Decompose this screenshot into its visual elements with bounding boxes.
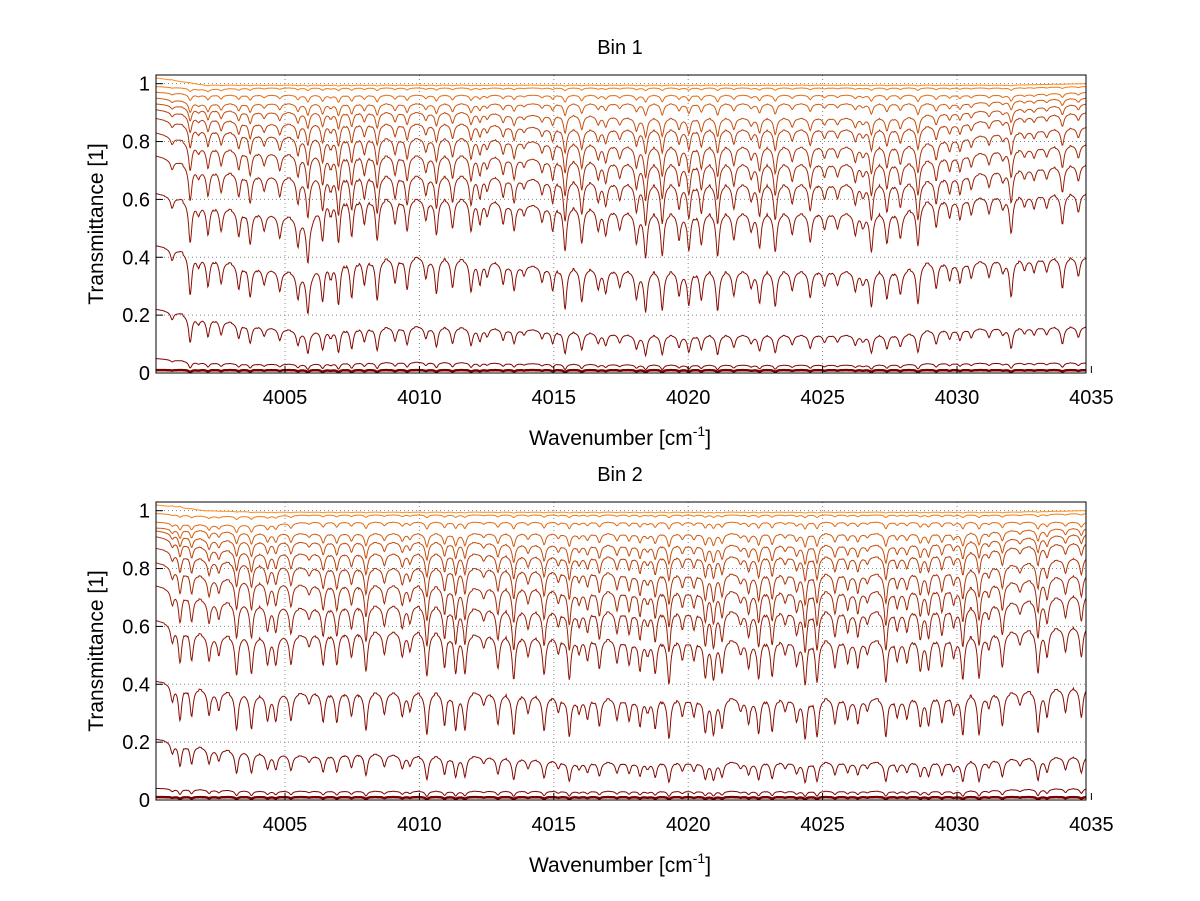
series-line <box>156 91 1087 103</box>
x-axis-label-bin-1: Wavenumber [cm-1] <box>529 423 711 450</box>
series-line <box>155 620 1087 686</box>
y-tick-label: 0.2 <box>122 305 150 327</box>
x-tick-label: 4005 <box>263 387 308 409</box>
x-tick-label: 4035 <box>1069 814 1114 836</box>
series-line <box>155 680 1087 740</box>
x-axis-label-sup-bin-1: -1 <box>693 423 706 439</box>
series-line <box>155 562 1087 628</box>
grid-bin-2 <box>156 502 1086 800</box>
panel-bin-2: Bin 2 4005 4010 4015 4020 4025 4030 4035 00.20… <box>85 464 1114 877</box>
series-line <box>156 513 1087 521</box>
x-ticks-bin-2: 4005 4010 4015 4020 4025 4030 4035 <box>263 793 1114 836</box>
y-tick-label: 0 <box>139 790 150 812</box>
chart-title-bin-2: Bin 2 <box>597 464 643 486</box>
x-tick-label: 4015 <box>532 387 577 409</box>
y-axis-label-bin-2: Transmittance [1] <box>85 570 108 731</box>
x-tick-label: 4010 <box>397 814 442 836</box>
y-tick-label: 0.8 <box>122 559 150 581</box>
series-line <box>155 504 1086 514</box>
y-ticks-bin-1: 0 0.2 0.4 0.6 0.8 1 <box>122 74 163 385</box>
x-tick-label: 4010 <box>397 387 442 409</box>
x-axis-label-main-bin-1: Wavenumber [cm <box>529 427 693 450</box>
series-line <box>155 103 1087 140</box>
panel-bin-1: Bin 1 4005 4010 4015 4020 4025 4030 4035 00.20… <box>85 37 1114 450</box>
x-tick-label: 4030 <box>935 387 980 409</box>
series-line <box>155 530 1087 566</box>
series-group-bin-1 <box>155 77 1087 374</box>
y-tick-label: 0.6 <box>122 616 150 638</box>
series-line <box>155 527 1087 549</box>
series-line <box>155 109 1087 155</box>
y-tick-label: 0 <box>139 363 150 385</box>
x-axis-label-suffix-bin-1: ] <box>705 427 711 450</box>
x-tick-label: 4030 <box>935 814 980 836</box>
series-line <box>156 795 1086 801</box>
series-line <box>155 547 1087 607</box>
x-tick-label: 4020 <box>666 814 711 836</box>
series-line <box>155 738 1087 784</box>
y-tick-label: 1 <box>139 74 150 96</box>
x-tick-label: 4025 <box>800 387 845 409</box>
series-line <box>156 86 1086 93</box>
y-tick-label: 0.4 <box>122 247 150 269</box>
series-line <box>155 245 1087 315</box>
y-ticks-bin-2: 0 0.2 0.4 0.6 0.8 1 <box>122 501 163 812</box>
series-line <box>155 97 1087 117</box>
x-ticks-bin-1: 4005 4010 4015 4020 4025 4030 4035 <box>263 366 1114 409</box>
y-axis-label-bin-1: Transmittance [1] <box>85 143 108 304</box>
y-tick-label: 0.6 <box>122 189 150 211</box>
series-line <box>155 585 1087 653</box>
y-tick-label: 1 <box>139 501 150 523</box>
series-line <box>155 358 1087 371</box>
series-line <box>156 787 1087 798</box>
x-tick-label: 4035 <box>1069 387 1114 409</box>
x-tick-label: 4015 <box>532 814 577 836</box>
series-line <box>155 77 1086 87</box>
chart-title-bin-1: Bin 1 <box>597 37 643 59</box>
series-line <box>155 193 1087 265</box>
x-axis-label-main-bin-2: Wavenumber [cm <box>529 854 693 877</box>
series-line <box>155 308 1087 358</box>
axes-frame-bin-1 <box>155 74 1087 374</box>
x-axis-label-bin-2: Wavenumber [cm-1] <box>529 850 711 877</box>
series-line <box>155 155 1087 226</box>
axes-frame-bin-2 <box>155 501 1087 801</box>
y-tick-label: 0.2 <box>122 732 150 754</box>
y-tick-label: 0.4 <box>122 674 150 696</box>
series-line <box>156 368 1087 374</box>
series-group-bin-2 <box>155 504 1087 801</box>
x-tick-label: 4005 <box>263 814 308 836</box>
series-line <box>155 117 1087 179</box>
x-axis-label-suffix-bin-2: ] <box>705 854 711 877</box>
x-axis-label-sup-bin-2: -1 <box>693 850 706 866</box>
series-line <box>155 132 1087 201</box>
y-tick-label: 0.8 <box>122 132 150 154</box>
x-tick-label: 4025 <box>800 814 845 836</box>
series-line <box>156 521 1087 534</box>
series-line <box>155 536 1087 583</box>
x-tick-label: 4020 <box>666 387 711 409</box>
